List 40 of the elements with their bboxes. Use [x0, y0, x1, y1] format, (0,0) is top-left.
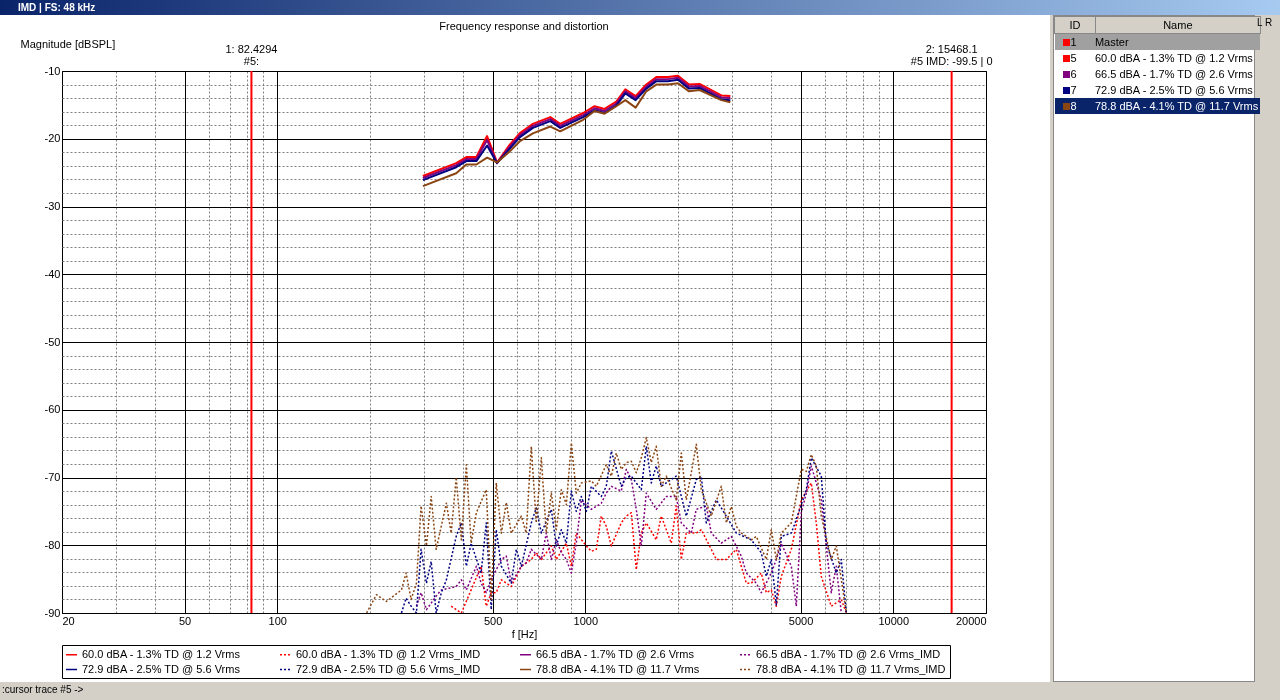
y-tick-label: -60: [44, 403, 61, 416]
y-tick-label: -10: [44, 64, 61, 77]
annotation: #5 IMD: -99.5 | 0: [910, 55, 993, 67]
chart-title: Frequency response and distortion: [439, 20, 609, 32]
text: 7 72.9 dBA - 2.5% TD @ 5.6 Vrms: [1070, 84, 1253, 96]
legend-label: 60.0 dBA - 1.3% TD @ 1.2 Vrms: [82, 647, 241, 660]
y-tick-label: -50: [44, 335, 61, 348]
y-tick-label: -70: [44, 471, 61, 483]
text: ID: [1054, 16, 1096, 34]
text: IMD | FS: 48 kHz: [0, 0, 1280, 15]
legend-label: 66.5 dBA - 1.7% TD @ 2.6 Vrms: [536, 647, 695, 660]
text: :cursor trace #5 ->: [2, 684, 84, 695]
legend-label: 78.8 dBA - 4.1% TD @ 11.7 Vrms: [536, 662, 700, 675]
ref-line-label: 2: 15468.1: [925, 43, 978, 55]
x-tick-label: 5000: [788, 614, 814, 627]
text: L R: [1257, 17, 1273, 28]
x-tick-label: 20000: [955, 614, 987, 627]
text: 6 66.5 dBA - 1.7% TD @ 2.6 Vrms: [1070, 68, 1253, 80]
x-tick-label: 1000: [573, 614, 599, 627]
x-axis-title: f [Hz]: [511, 627, 538, 640]
annotation: #5:: [243, 55, 260, 67]
x-tick-label: 50: [178, 614, 192, 627]
legend-label: 72.9 dBA - 2.5% TD @ 5.6 Vrms_IMD: [296, 662, 481, 675]
text: Name: [1163, 19, 1193, 31]
x-tick-label: 20: [62, 614, 75, 627]
legend-label: 60.0 dBA - 1.3% TD @ 1.2 Vrms_IMD: [296, 647, 481, 660]
text: 5 60.0 dBA - 1.3% TD @ 1.2 Vrms: [1070, 52, 1253, 64]
y-tick-label: -80: [44, 538, 61, 551]
y-tick-label: -30: [44, 200, 61, 212]
y-tick-label: -90: [44, 606, 61, 619]
legend-label: 66.5 dBA - 1.7% TD @ 2.6 Vrms_IMD: [756, 647, 941, 660]
x-tick-label: 10000: [878, 614, 910, 627]
x-tick-label: 500: [483, 614, 503, 627]
ref-line-label: 1: 82.4294: [225, 43, 278, 55]
y-axis-title: Magnitude [dBSPL]: [20, 37, 116, 50]
y-tick-label: -40: [44, 267, 61, 280]
y-tick-label: -20: [44, 132, 61, 145]
x-tick-label: 100: [268, 614, 287, 627]
legend-label: 78.8 dBA - 4.1% TD @ 11.7 Vrms_IMD: [756, 662, 946, 675]
legend-label: 72.9 dBA - 2.5% TD @ 5.6 Vrms: [82, 662, 241, 675]
